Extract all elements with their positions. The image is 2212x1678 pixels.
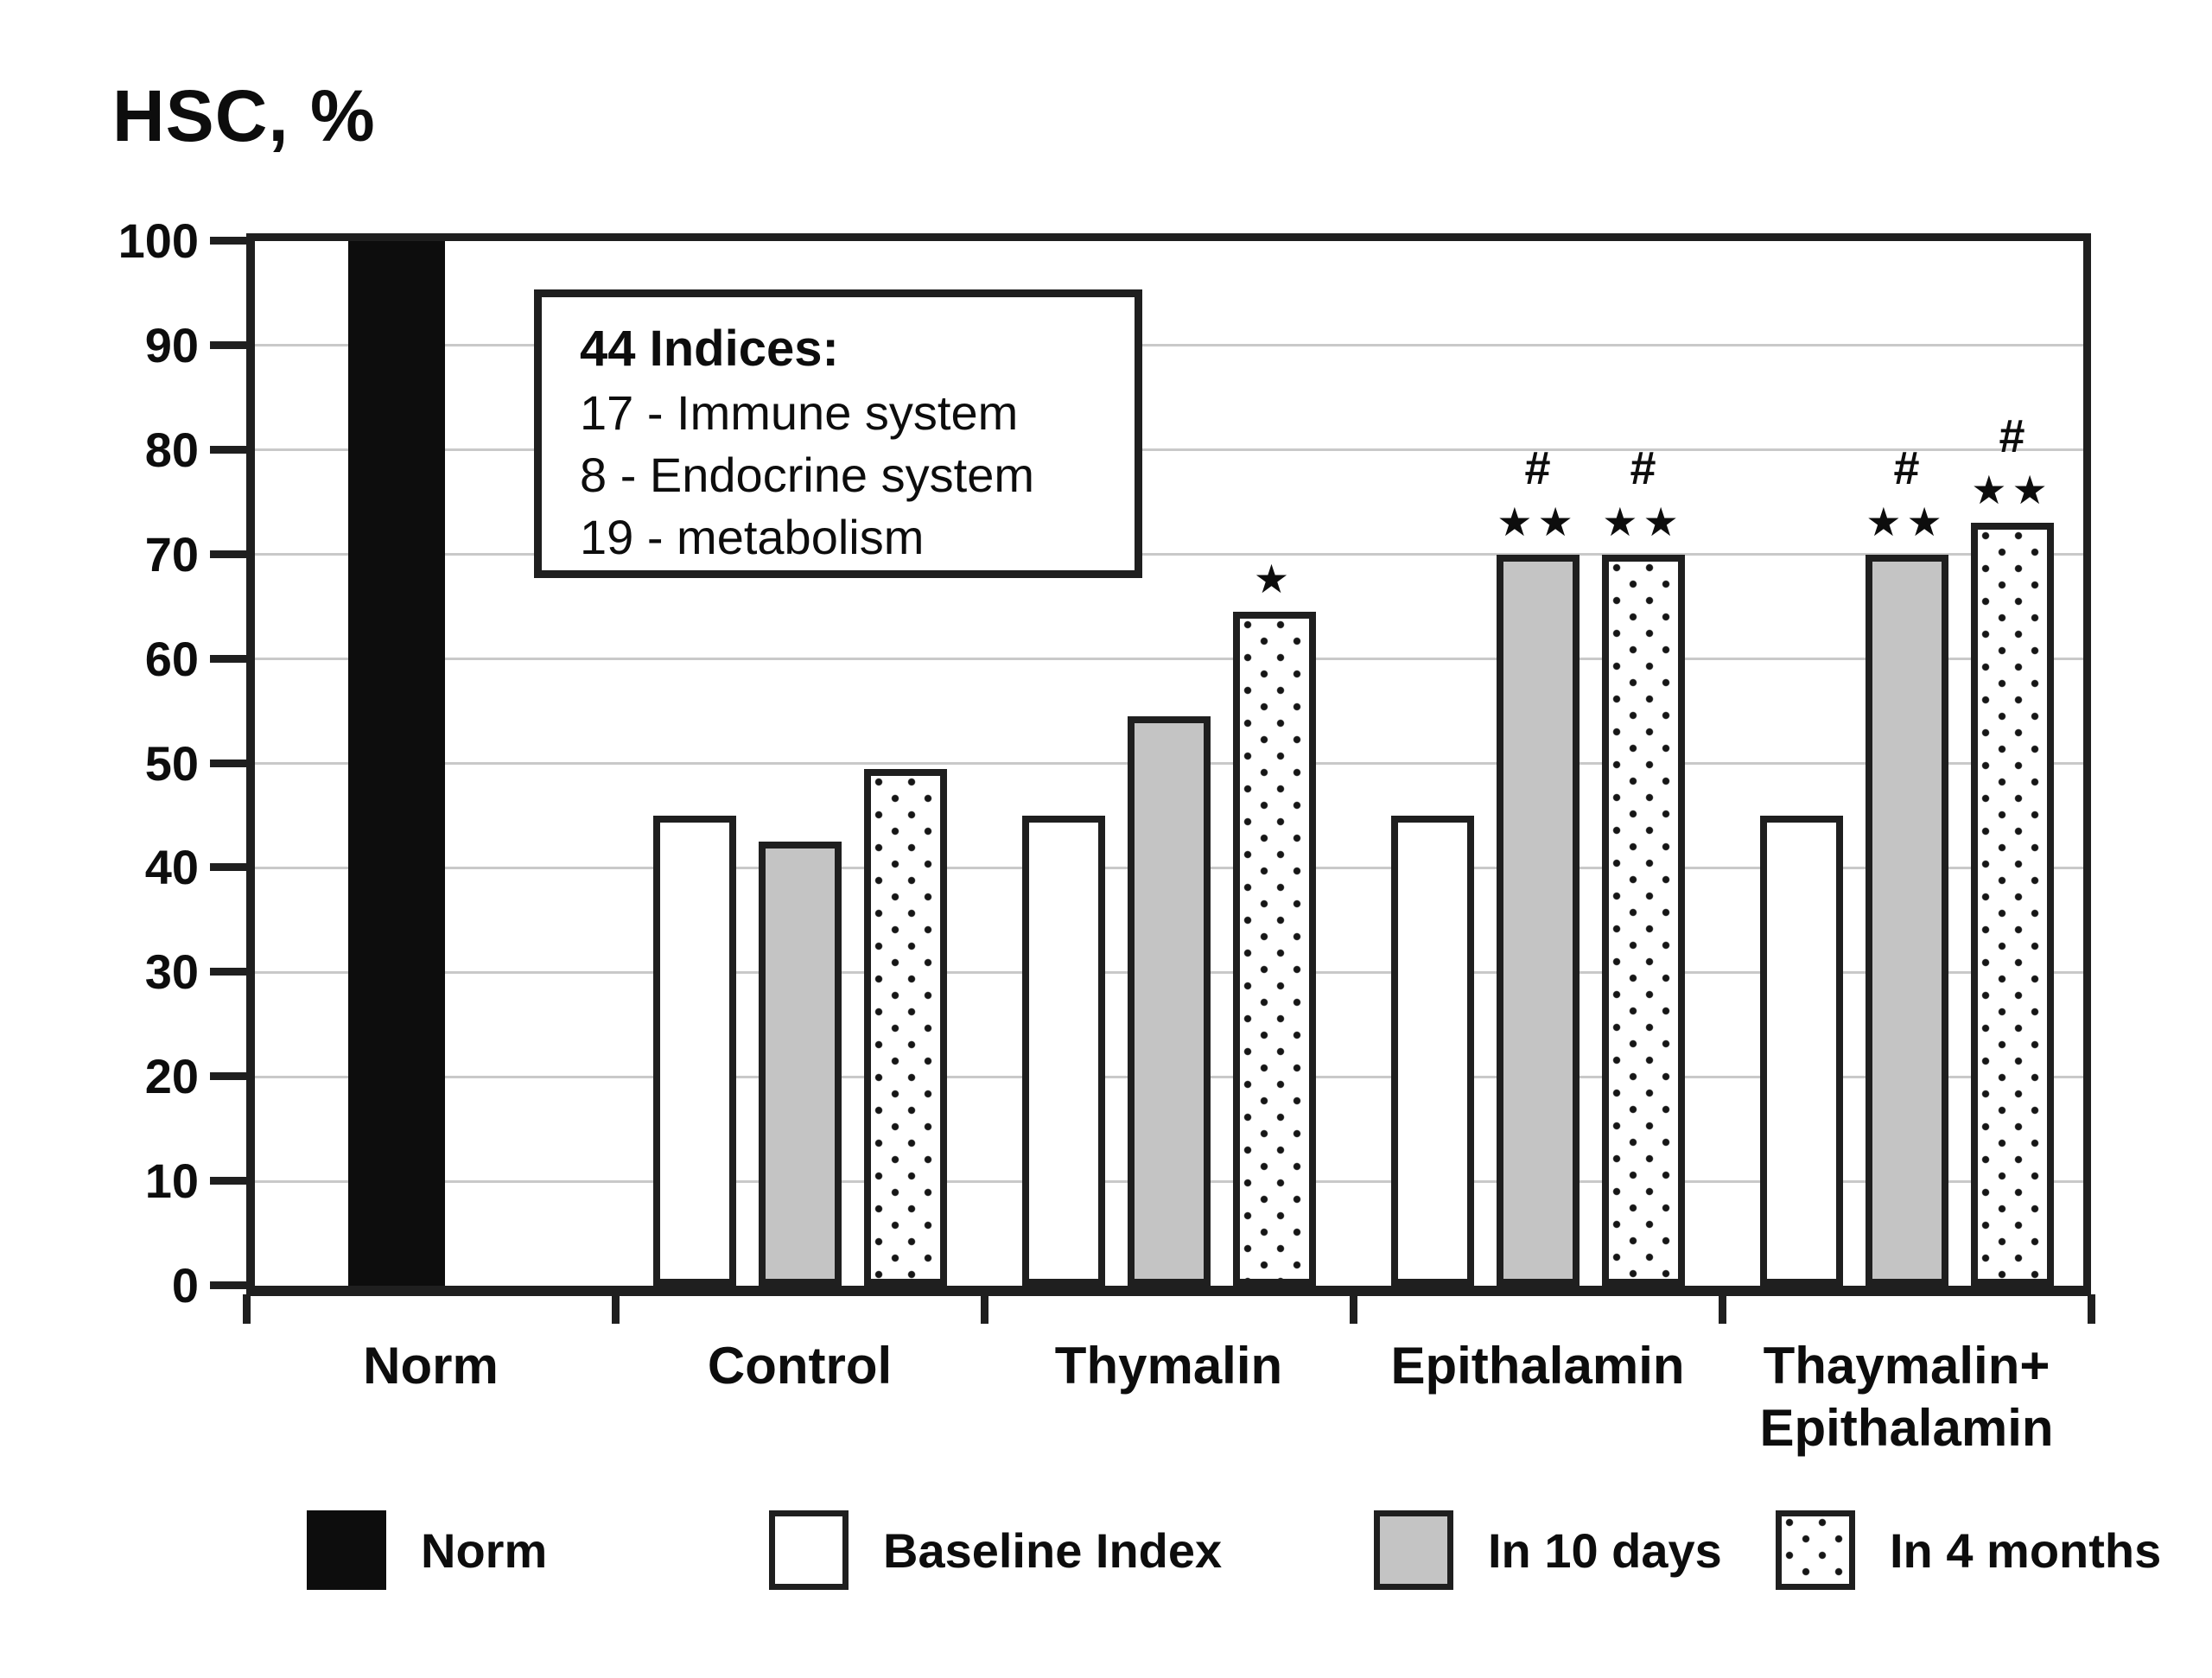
- gridline-90: [255, 344, 2083, 347]
- bar-thymalin-in-4-months: [1232, 612, 1316, 1286]
- gridline-60: [255, 658, 2083, 661]
- plot-inner: [255, 241, 2083, 1286]
- y-tick-50: [210, 759, 246, 767]
- annotation-hash-4-3: #: [1999, 410, 2025, 463]
- gridline-70: [255, 553, 2083, 556]
- bar-thymalin-baseline-index: [1021, 815, 1105, 1286]
- y-tick-80: [210, 445, 246, 454]
- y-tick-label-70: 70: [144, 526, 199, 582]
- y-tick-label-80: 80: [144, 422, 199, 477]
- legend-swatch-black-icon: [307, 1510, 386, 1590]
- legend-swatch-gray-icon: [1374, 1510, 1453, 1590]
- chart-title: HSC, %: [112, 75, 376, 156]
- y-tick-label-40: 40: [144, 840, 199, 895]
- bar-thymalin-in-10-days: [1127, 716, 1211, 1286]
- x-tick-0: [242, 1294, 251, 1324]
- annotation-line-immune: 17 - Immune system: [580, 385, 1019, 440]
- annotation-box: 44 Indices: 17 - Immune system 8 - Endoc…: [534, 289, 1142, 578]
- annotation-heading: 44 Indices:: [580, 321, 839, 377]
- category-label-norm: Norm: [363, 1337, 499, 1395]
- bar-control-baseline-index: [652, 815, 736, 1286]
- legend-label-in-4-months: In 4 months: [1890, 1522, 2162, 1578]
- y-tick-label-60: 60: [144, 631, 199, 686]
- plot-area: [246, 233, 2091, 1296]
- y-tick-90: [210, 340, 246, 349]
- x-tick-2: [980, 1294, 988, 1324]
- y-tick-40: [210, 863, 246, 872]
- y-tick-70: [210, 550, 246, 558]
- y-tick-20: [210, 1072, 246, 1081]
- legend-label-in-10-days: In 10 days: [1488, 1522, 1722, 1578]
- annotation-hash-3-2: #: [1524, 442, 1551, 494]
- y-tick-label-100: 100: [118, 213, 199, 268]
- legend-label-norm: Norm: [421, 1522, 548, 1578]
- annotation-stars-3-2: ★★: [1497, 499, 1579, 544]
- y-tick-0: [210, 1281, 246, 1289]
- x-tick-3: [1349, 1294, 1357, 1324]
- y-tick-100: [210, 237, 246, 245]
- annotation-line-endocrine: 8 - Endocrine system: [580, 448, 1034, 502]
- x-tick-5: [2087, 1294, 2095, 1324]
- y-tick-label-50: 50: [144, 735, 199, 791]
- bar-epithalamin-baseline-index: [1390, 815, 1474, 1286]
- legend: Norm Baseline Index In 10 days In 4 months: [0, 1510, 2212, 1614]
- category-label-thaymalin-epithalamin: Thaymalin+ Epithalamin: [1759, 1337, 2054, 1457]
- y-tick-label-90: 90: [144, 317, 199, 372]
- annotation-stars-4-2: ★★: [1866, 499, 1948, 544]
- category-label-control: Control: [707, 1337, 893, 1395]
- category-label-thymalin: Thymalin: [1054, 1337, 1283, 1395]
- annotation-stars-3-3: ★★: [1602, 499, 1684, 544]
- bar-control-in-10-days: [758, 842, 842, 1286]
- x-tick-1: [611, 1294, 620, 1324]
- legend-swatch-dotted-icon: [1776, 1510, 1855, 1590]
- annotation-stars-4-3: ★★: [1971, 467, 2053, 513]
- y-tick-label-20: 20: [144, 1049, 199, 1104]
- y-tick-10: [210, 1177, 246, 1185]
- bar-thaymalin-epithalamin-in-10-days: [1865, 554, 1948, 1286]
- bar-thaymalin-epithalamin-baseline-index: [1759, 815, 1843, 1286]
- annotation-hash-3-3: #: [1630, 442, 1656, 494]
- annotation-stars-2-3: ★: [1253, 556, 1295, 602]
- category-label-epithalamin: Epithalamin: [1390, 1337, 1685, 1395]
- y-tick-label-10: 10: [144, 1154, 199, 1209]
- bar-control-in-4-months: [863, 768, 947, 1286]
- y-tick-30: [210, 968, 246, 976]
- legend-item-in-4-months: In 4 months: [1776, 1510, 2161, 1590]
- bar-norm-norm: [347, 241, 445, 1286]
- bar-epithalamin-in-4-months: [1601, 554, 1685, 1286]
- y-tick-label-30: 30: [144, 944, 199, 1000]
- bar-epithalamin-in-10-days: [1496, 554, 1580, 1286]
- legend-label-baseline-index: Baseline Index: [883, 1522, 1223, 1578]
- legend-item-in-10-days: In 10 days: [1374, 1510, 1722, 1590]
- annotation-hash-4-2: #: [1893, 442, 1920, 494]
- legend-item-norm: Norm: [307, 1510, 547, 1590]
- gridline-80: [255, 448, 2083, 452]
- y-tick-60: [210, 654, 246, 663]
- annotation-line-metabolism: 19 - metabolism: [580, 510, 925, 564]
- y-tick-label-0: 0: [171, 1258, 199, 1313]
- x-tick-4: [1718, 1294, 1726, 1324]
- bar-thaymalin-epithalamin-in-4-months: [1970, 523, 2054, 1286]
- legend-item-baseline-index: Baseline Index: [769, 1510, 1222, 1590]
- legend-swatch-white-icon: [769, 1510, 849, 1590]
